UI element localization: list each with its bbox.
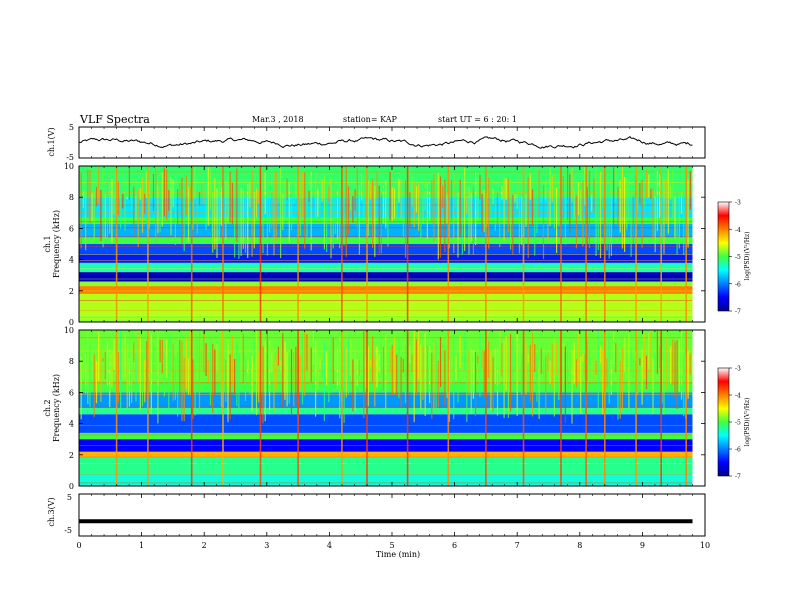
ch1-spec-ylabel-channel: ch.1 [43,235,52,252]
ch2-spec-band-2 [79,451,693,458]
ch2-spectrogram-panel: 0 2 4 6 8 10 ch.2 Frequency (kHz) -3 -4 -5 -6 -7 … [43,326,751,491]
ch1-freq-tick-label-5: 10 [64,162,74,171]
ch2-colorbar-label: log(PSD)(V²/Hz) [744,398,751,447]
ch1-freq-tick-label-4: 8 [69,193,74,202]
ch3-waveform-panel: 5 -5 ch.3(V) [47,493,706,537]
ch1-spec-band-8 [79,237,693,244]
ch2-colorbar-tick-label-3: -6 [735,447,741,454]
ch2-colorbar-tick-label-4: -7 [735,474,741,481]
ch1-freq-tick-label-2: 4 [69,256,74,265]
ch1-waveform-line [78,136,693,149]
figure-title: VLF Spectra [79,113,150,126]
ch1-ytick-bottom: -5 [66,153,74,162]
ch1-panel-frame [78,126,706,159]
ch2-freq-tick-label-0: 0 [69,482,74,491]
ch2-freq-tick-label-1: 2 [69,451,74,460]
ch1-spec-band-1 [79,293,693,316]
ch2-frequency-ticks: 0 2 4 6 8 10 [64,326,705,491]
ch1-frequency-ticks: 0 2 4 6 8 10 [64,162,705,327]
ch2-spectrogram [78,330,705,486]
ch1-spec-band-4 [79,272,693,282]
ch1-ytick-top: 5 [69,123,74,132]
ch2-freq-tick-label-3: 6 [69,388,74,397]
ch1-spectrogram [78,166,705,322]
ch2-colorbar-tick-label-2: -5 [735,420,741,427]
ch2-freq-tick-label-2: 4 [69,420,74,429]
ch1-colorbar-tick-label-2: -5 [735,254,741,261]
ch2-spec-band-1 [79,457,693,474]
ch3-ylabel: ch.3(V) [47,497,56,526]
ch1-spec-band-2 [79,286,693,294]
ch1-colorbar-tick-label-0: -3 [735,200,741,207]
ch1-colorbar-tick-label-3: -6 [735,281,741,288]
station-label: station= KAP [343,115,398,124]
ch1-spec-ylabel-frequency: Frequency (kHz) [52,210,61,278]
ch1-spectrogram-panel: 0 2 4 6 8 10 ch.1 Frequency (kHz) -3 -4 -5 -6 -7 … [43,162,751,327]
xtick-label-5: 5 [389,541,394,550]
xtick-label-4: 4 [327,541,332,550]
ch1-colorbar-ticks: -3 -4 -5 -6 -7 [729,200,741,316]
ch1-colorbar-tick-label-1: -4 [735,227,741,234]
xtick-label-2: 2 [202,541,207,550]
ch1-spec-band-3 [79,281,693,287]
xtick-label-0: 0 [76,541,81,550]
xtick-label-3: 3 [264,541,269,550]
ch2-spec-band-0 [79,473,693,486]
time-axis-ticks: 0 1 2 3 4 5 6 7 8 9 10 [76,127,710,550]
ch2-spec-band-4 [79,433,693,440]
xtick-label-10: 10 [700,541,710,550]
date-label: Mar.3 , 2018 [252,115,304,124]
xtick-label-9: 9 [640,541,645,550]
ch1-colorbar-gradient [717,201,730,312]
ch2-spec-band-5 [79,414,693,433]
ch2-colorbar-tick-label-0: -3 [735,366,741,373]
ch3-ytick-top: 5 [67,493,72,502]
ch1-colorbar-label: log(PSD)(V²/Hz) [744,232,751,281]
ch2-spec-band-6 [79,408,693,415]
ch2-colorbar-ticks: -3 -4 -5 -6 -7 [729,366,741,481]
ch1-colorbar-tick-label-4: -7 [735,309,741,316]
xtick-label-7: 7 [515,541,520,550]
ch2-colorbar-tick-label-1: -4 [735,393,741,400]
start-ut-label: start UT = 6 : 20: 1 [438,115,517,124]
ch2-freq-tick-label-4: 8 [69,357,74,366]
ch1-spec-band-7 [79,244,693,254]
ch3-ytick-bottom: -5 [64,526,72,535]
ch2-colorbar: -3 -4 -5 -6 -7 log(PSD)(V²/Hz) [717,366,751,481]
ch2-spec-ylabel-channel: ch.2 [43,399,52,416]
ch1-waveform-panel: 5 -5 ch.1(V) [47,123,706,162]
ch1-colorbar: -3 -4 -5 -6 -7 log(PSD)(V²/Hz) [717,200,751,316]
ch1-spec-band-5 [79,262,693,273]
ch1-spec-band-6 [79,253,693,263]
xtick-label-8: 8 [577,541,582,550]
ch1-freq-tick-label-3: 6 [69,224,74,233]
ch1-spec-band-9 [79,223,693,238]
ch1-freq-tick-label-0: 0 [69,318,74,327]
time-axis-label: Time (min) [376,550,420,559]
ch1-ylabel: ch.1(V) [47,127,56,156]
ch1-freq-tick-label-1: 2 [69,287,74,296]
xtick-label-1: 1 [139,541,144,550]
ch2-colorbar-gradient [717,367,730,477]
ch2-spec-ylabel-frequency: Frequency (kHz) [52,374,61,442]
ch2-freq-tick-label-5: 10 [64,326,74,335]
xtick-label-6: 6 [452,541,457,550]
ch3-panel-frame [78,493,706,537]
